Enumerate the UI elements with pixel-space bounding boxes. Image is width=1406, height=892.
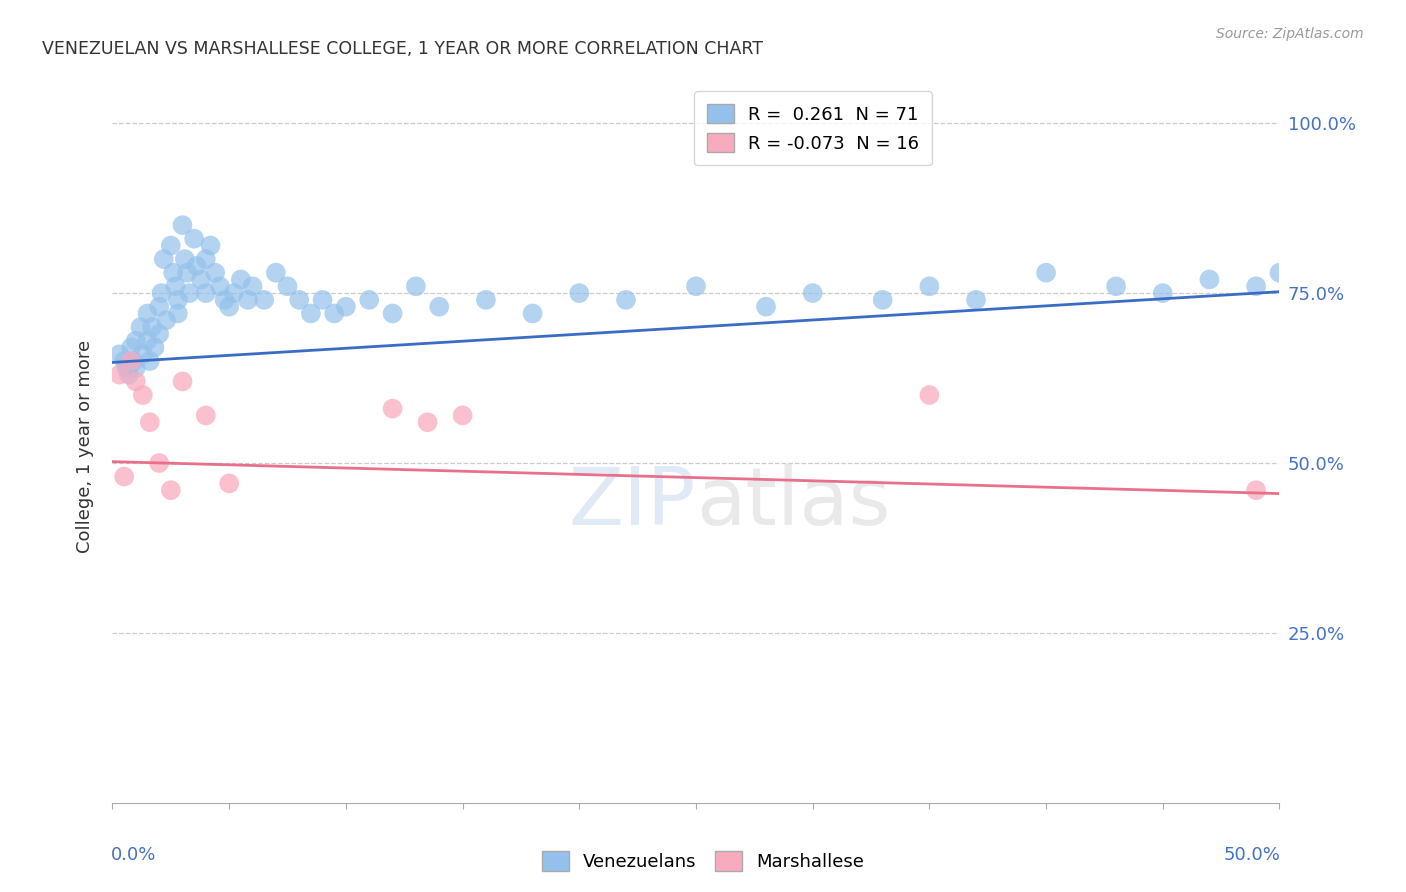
Point <box>416 415 439 429</box>
Point <box>253 293 276 307</box>
Point <box>176 266 198 280</box>
Point <box>186 259 208 273</box>
Point <box>1105 279 1128 293</box>
Point <box>522 306 544 320</box>
Point <box>139 354 162 368</box>
Point <box>323 306 346 320</box>
Point <box>172 218 194 232</box>
Point <box>115 360 138 375</box>
Point <box>288 293 311 307</box>
Point <box>359 293 381 307</box>
Point <box>112 469 135 483</box>
Point <box>918 388 941 402</box>
Point <box>276 279 298 293</box>
Point <box>190 272 212 286</box>
Point <box>381 306 404 320</box>
Point <box>218 476 240 491</box>
Point <box>200 238 222 252</box>
Point <box>162 266 184 280</box>
Point <box>1268 266 1291 280</box>
Point <box>264 266 287 280</box>
Point <box>194 252 217 266</box>
Point <box>118 368 141 382</box>
Point <box>125 334 148 348</box>
Point <box>194 286 217 301</box>
Point <box>160 483 183 498</box>
Point <box>132 347 155 361</box>
Point <box>208 279 231 293</box>
Point <box>122 354 145 368</box>
Legend: R =  0.261  N = 71, R = -0.073  N = 16: R = 0.261 N = 71, R = -0.073 N = 16 <box>695 91 932 165</box>
Point <box>120 341 142 355</box>
Point <box>214 293 236 307</box>
Point <box>222 286 245 301</box>
Point <box>236 293 259 307</box>
Point <box>179 286 201 301</box>
Text: atlas: atlas <box>696 464 890 542</box>
Point <box>136 334 159 348</box>
Point <box>311 293 333 307</box>
Point <box>218 300 240 314</box>
Point <box>165 279 187 293</box>
Point <box>1152 286 1174 301</box>
Point <box>381 401 404 416</box>
Point <box>918 279 941 293</box>
Point <box>125 360 148 375</box>
Point <box>155 313 177 327</box>
Point <box>242 279 264 293</box>
Point <box>1035 266 1057 280</box>
Point <box>685 279 707 293</box>
Point <box>204 266 226 280</box>
Point <box>153 252 176 266</box>
Text: ZIP: ZIP <box>568 464 696 542</box>
Point <box>148 326 170 341</box>
Point <box>451 409 474 423</box>
Text: Source: ZipAtlas.com: Source: ZipAtlas.com <box>1216 27 1364 41</box>
Point <box>335 300 357 314</box>
Point <box>183 232 205 246</box>
Point <box>173 252 195 266</box>
Point <box>755 300 778 314</box>
Point <box>299 306 322 320</box>
Point <box>160 238 183 252</box>
Point <box>132 388 155 402</box>
Point <box>150 286 173 301</box>
Point <box>229 272 252 286</box>
Point <box>475 293 498 307</box>
Point <box>1244 483 1267 498</box>
Point <box>965 293 987 307</box>
Point <box>172 375 194 389</box>
Point <box>136 306 159 320</box>
Point <box>141 320 163 334</box>
Point <box>405 279 427 293</box>
Point <box>194 409 217 423</box>
Point <box>1244 279 1267 293</box>
Point <box>108 368 131 382</box>
Point <box>143 341 166 355</box>
Point <box>568 286 591 301</box>
Point <box>148 456 170 470</box>
Point <box>129 320 152 334</box>
Point <box>125 375 148 389</box>
Point <box>139 415 162 429</box>
Point <box>427 300 450 314</box>
Text: 0.0%: 0.0% <box>111 846 156 863</box>
Legend: Venezuelans, Marshallese: Venezuelans, Marshallese <box>534 844 872 879</box>
Point <box>614 293 637 307</box>
Text: VENEZUELAN VS MARSHALLESE COLLEGE, 1 YEAR OR MORE CORRELATION CHART: VENEZUELAN VS MARSHALLESE COLLEGE, 1 YEA… <box>42 40 763 58</box>
Point <box>1198 272 1220 286</box>
Point <box>148 300 170 314</box>
Point <box>108 347 131 361</box>
Point <box>112 354 135 368</box>
Text: 50.0%: 50.0% <box>1223 846 1281 863</box>
Point <box>120 354 142 368</box>
Point <box>801 286 824 301</box>
Point <box>166 293 188 307</box>
Y-axis label: College, 1 year or more: College, 1 year or more <box>76 340 94 552</box>
Point <box>166 306 188 320</box>
Point <box>872 293 894 307</box>
